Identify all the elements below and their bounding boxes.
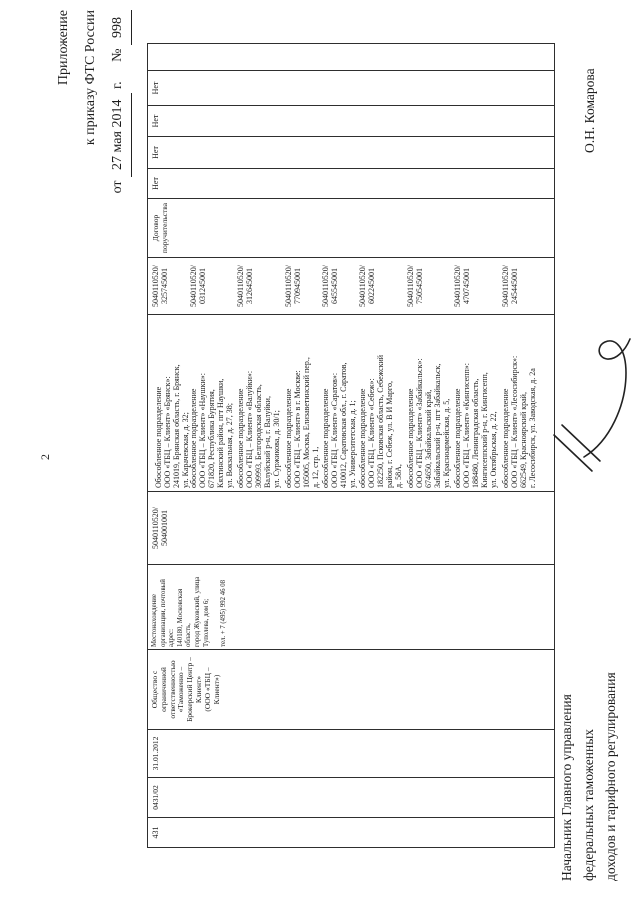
annex-line-3: от 27 мая 2014 г. № 998 [104, 10, 132, 193]
subdivision-entry: обособленное подразделение ООО «ТБЦ – Кл… [406, 358, 451, 488]
page-number: 2 [38, 454, 52, 460]
cell-reg-number: 431 [148, 817, 554, 847]
cell-organization: Общество с ограниченной ответственностью… [148, 649, 554, 729]
cell-security-type: Договор поручительства [148, 198, 554, 257]
phone-line: тел. + 7 (495) 992 46 08 [220, 579, 228, 647]
annex-line-1: Приложение [56, 10, 71, 86]
cell-flag-3: Нет [148, 105, 554, 136]
cell-subdivisions: Обособленное подразделение ООО «ТБЦ – Кл… [148, 314, 554, 491]
cell-location: Местонахождение организации, почтовый ад… [148, 564, 554, 649]
registry-table: 431 0431/02 31.01.2012 Общество с ограни… [147, 43, 555, 848]
kpp-value: 5040110520/ 031245001 [189, 265, 207, 307]
kpp-value: 5040110520/ 325745001 [151, 265, 169, 307]
kpp-value: 5040110520/ 750545001 [406, 265, 424, 307]
number-sign: № [110, 48, 125, 62]
annex-line-2: к приказу ФТС России [83, 10, 98, 146]
kpp-value: 5040110520/ 770945001 [284, 265, 302, 307]
cell-empty [148, 44, 554, 70]
kpp-value: 5040110520/ 312645001 [236, 265, 254, 307]
annex-date-suffix: г. [110, 81, 125, 90]
cell-certificate-number: 0431/02 [148, 777, 554, 817]
signoff-title: Начальник Главного управления федеральны… [559, 672, 618, 881]
kpp-value: 5040110520/ 645545001 [321, 265, 339, 307]
annex-header: Приложение к приказу ФТС России от 27 ма… [50, 10, 132, 193]
subdivision-entry: обособленное подразделение ООО «ТБЦ – Кл… [501, 355, 537, 488]
kpp-value: 5040110520/ 245445001 [501, 265, 519, 307]
cell-flag-1: Нет [148, 168, 554, 198]
subdivision-entry: Обособленное подразделение ООО «ТБЦ – Кл… [154, 364, 190, 488]
annex-from-prefix: от [110, 180, 125, 194]
subdivision-entry: обособленное подразделение ООО «ТБЦ – Кл… [453, 363, 498, 488]
annex-date: 27 мая 2014 [104, 92, 132, 177]
subdivision-entry: обособленное подразделение ООО «ТБЦ – Кл… [321, 362, 357, 488]
subdivision-entry: обособленное подразделение ООО «ТБЦ – Кл… [284, 357, 320, 488]
subdivision-entry: обособленное подразделение ООО «ТБЦ – Кл… [189, 373, 234, 488]
signature [553, 338, 631, 472]
kpp-value: 5040110520/ 470745001 [453, 265, 471, 307]
cell-flag-4: Нет [148, 70, 554, 105]
cell-date: 31.01.2012 [148, 729, 554, 777]
cell-flag-2: Нет [148, 136, 554, 168]
annex-number-part: № 998 [104, 10, 132, 62]
signer-name: О.Н. Комарова [582, 68, 597, 153]
cell-inn-kpp: 5040110520/ 504001001 [148, 491, 554, 564]
subdivision-entry: обособленное подразделение ООО «ТБЦ – Кл… [358, 354, 403, 488]
cell-subdivision-kpp: 5040110520/ 325745001 5040110520/ 031245… [148, 257, 554, 314]
kpp-value: 5040110520/ 602245001 [358, 265, 376, 307]
subdivision-entry: обособленное подразделение ООО «ТБЦ – Кл… [236, 370, 281, 488]
annex-order-number: 998 [104, 10, 132, 45]
